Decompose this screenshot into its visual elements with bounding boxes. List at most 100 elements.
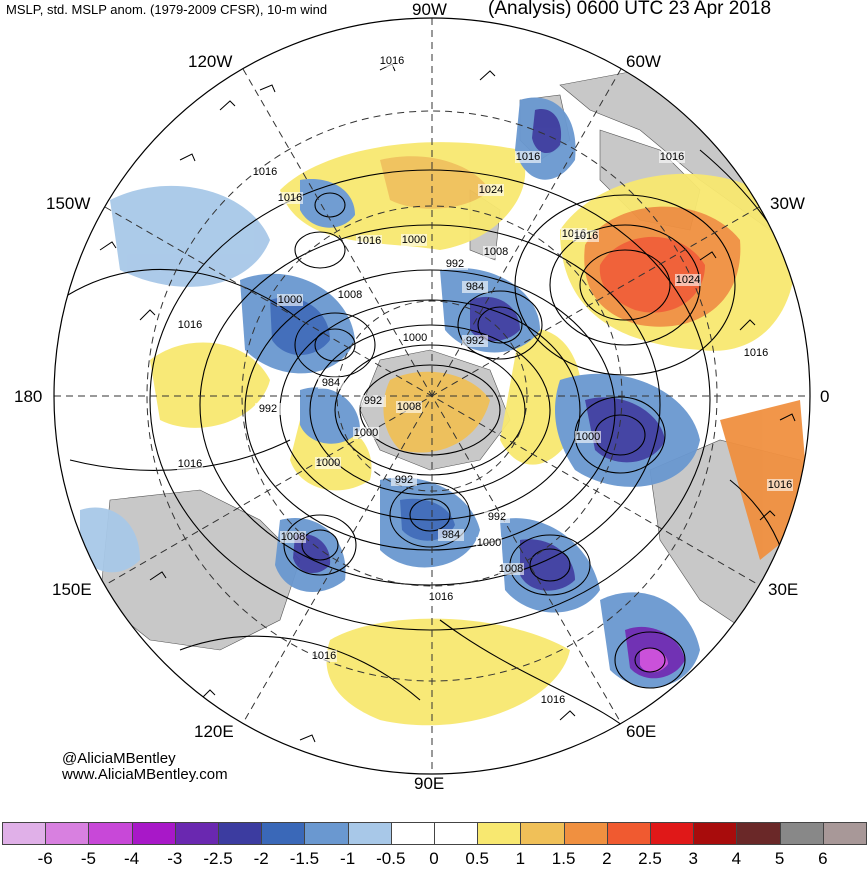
contour-label-bg — [476, 537, 502, 549]
colorbar-tick-label: -2.5 — [203, 849, 233, 868]
lon-label-120e: 120E — [194, 722, 234, 741]
contour-label-bg — [311, 650, 337, 662]
contour-label: 1008 — [338, 289, 362, 301]
contour-label-bg — [277, 192, 303, 204]
contour-label-bg — [428, 591, 454, 603]
contour-label: 984 — [442, 529, 460, 541]
colorbar-tick-label: 0 — [429, 849, 439, 868]
contour-label: 984 — [322, 377, 340, 389]
colorbar-tick-label: 5 — [774, 849, 785, 868]
contour-label-bg — [498, 563, 524, 575]
wind-barbs — [99, 63, 796, 743]
colorbar-tick-label: -5 — [80, 849, 96, 868]
lon-label-90e: 90E — [414, 774, 445, 793]
colorbar-tick-label: -2 — [253, 849, 269, 868]
lon-label-180: 180 — [14, 387, 43, 406]
contour-label: 1024 — [676, 274, 700, 286]
colorbar-tick-label: -1.5 — [289, 849, 320, 868]
lon-label-60w: 60W — [626, 52, 661, 71]
contour-label: 1016 — [357, 235, 381, 247]
contour-label: 1008 — [397, 401, 421, 413]
contour-label-bg — [767, 479, 793, 491]
lon-label-30e: 30E — [768, 580, 799, 599]
colorbar-swatch — [218, 822, 263, 845]
colorbar-swatch — [88, 822, 133, 845]
contour-label-bg — [379, 55, 405, 67]
isobar-contours — [59, 149, 810, 741]
contour-label: 992 — [259, 403, 277, 415]
colorbar-tick-label: 4 — [731, 849, 742, 868]
contour-label: 1016 — [744, 347, 768, 359]
colorbar-tick-label: -6 — [37, 849, 53, 868]
contour-label-bg — [277, 294, 303, 306]
contour-label-bg — [252, 166, 278, 178]
valid-time-title: (Analysis) 0600 UTC 23 Apr 2018 — [488, 0, 772, 19]
contour-label-bg — [315, 457, 341, 469]
polar-map: 1016 1016 1016 1016 1016 1016 1024 1016 1016 1000… — [53, 17, 811, 775]
colorbar-swatch — [563, 822, 608, 845]
colorbar-swatch — [520, 822, 565, 845]
contour-label: 1016 — [380, 55, 404, 67]
colorbar-swatch — [693, 822, 738, 845]
contour-label: 1016 — [178, 458, 202, 470]
lon-label-60e: 60E — [626, 722, 657, 741]
contour-label-bg — [573, 230, 599, 242]
map-disc — [54, 18, 810, 774]
contour-label: 1024 — [479, 184, 503, 196]
contour-label-bg — [318, 377, 344, 389]
map-title: MSLP, std. MSLP anom. (1979-2009 CFSR), … — [6, 2, 328, 17]
contour-label-bg — [575, 431, 601, 443]
contour-label: 1016 — [278, 192, 302, 204]
contour-labels: 1016 1016 1016 1016 1016 1016 1024 1016 1016 1000… — [177, 55, 793, 706]
contour-label-bg — [280, 531, 306, 543]
colorbar-tick-label: -0.5 — [376, 849, 406, 868]
contour-label: 1000 — [354, 427, 378, 439]
contour-label-bg — [337, 289, 363, 301]
contour-label: 1016 — [178, 319, 202, 331]
lon-label-0: 0 — [820, 387, 830, 406]
lon-label-150e: 150E — [52, 580, 92, 599]
contour-label-bg — [483, 246, 509, 258]
lon-label-30w: 30W — [770, 194, 805, 213]
colorbar-swatch — [822, 822, 867, 845]
contour-label-bg — [515, 151, 541, 163]
contour-label-bg — [402, 332, 428, 344]
colorbar-tick-label: 3 — [688, 849, 698, 868]
author-website: www.AliciaMBentley.com — [62, 766, 228, 783]
colorbar-tick-label: 0.5 — [465, 849, 490, 868]
anomaly-colorbar: -6 -5 -4 -3 -2.5 -2 -1.5 -1 -0.5 0 0.5 1 1.5 2 2.5 3 4 5 6 — [0, 822, 868, 868]
contour-label: 1000 — [316, 457, 340, 469]
contour-label: 984 — [466, 281, 484, 293]
map-boundary — [53, 17, 811, 775]
colorbar-swatch — [45, 822, 90, 845]
contour-label: 1000 — [477, 537, 501, 549]
graticule — [54, 18, 810, 774]
contour-label: 1000 — [576, 431, 600, 443]
colorbar-swatch — [347, 822, 392, 845]
contour-label-bg — [540, 694, 566, 706]
colorbar-swatch — [736, 822, 781, 845]
contour-label-bg — [462, 335, 488, 347]
contour-label: 1016 — [541, 694, 565, 706]
contour-label: 1016 — [768, 479, 792, 491]
colorbar-swatch — [261, 822, 306, 845]
colorbar-swatch — [174, 822, 219, 845]
contour-label: 1000 — [278, 294, 302, 306]
colorbar-tick-label: -1 — [340, 849, 356, 868]
colorbar-swatch — [434, 822, 479, 845]
contour-label: 1016 — [429, 591, 453, 603]
colorbar-swatch — [304, 822, 349, 845]
contour-label: 992 — [488, 511, 506, 523]
colorbar-swatch — [779, 822, 824, 845]
colorbar-tick-label: 2.5 — [638, 849, 662, 868]
colorbar-tick-label: 1 — [515, 849, 526, 868]
colorbar-tick-label: 6 — [818, 849, 828, 868]
contour-label-bg — [401, 234, 427, 246]
colorbar-tick-label: 1.5 — [551, 849, 576, 868]
contour-label-bg — [462, 281, 488, 293]
contour-label: 1000 — [402, 234, 426, 246]
colorbar-swatch — [606, 822, 651, 845]
colorbar-swatch — [477, 822, 522, 845]
contour-label-bg — [177, 319, 203, 331]
colorbar-tick-label: -3 — [167, 849, 183, 868]
